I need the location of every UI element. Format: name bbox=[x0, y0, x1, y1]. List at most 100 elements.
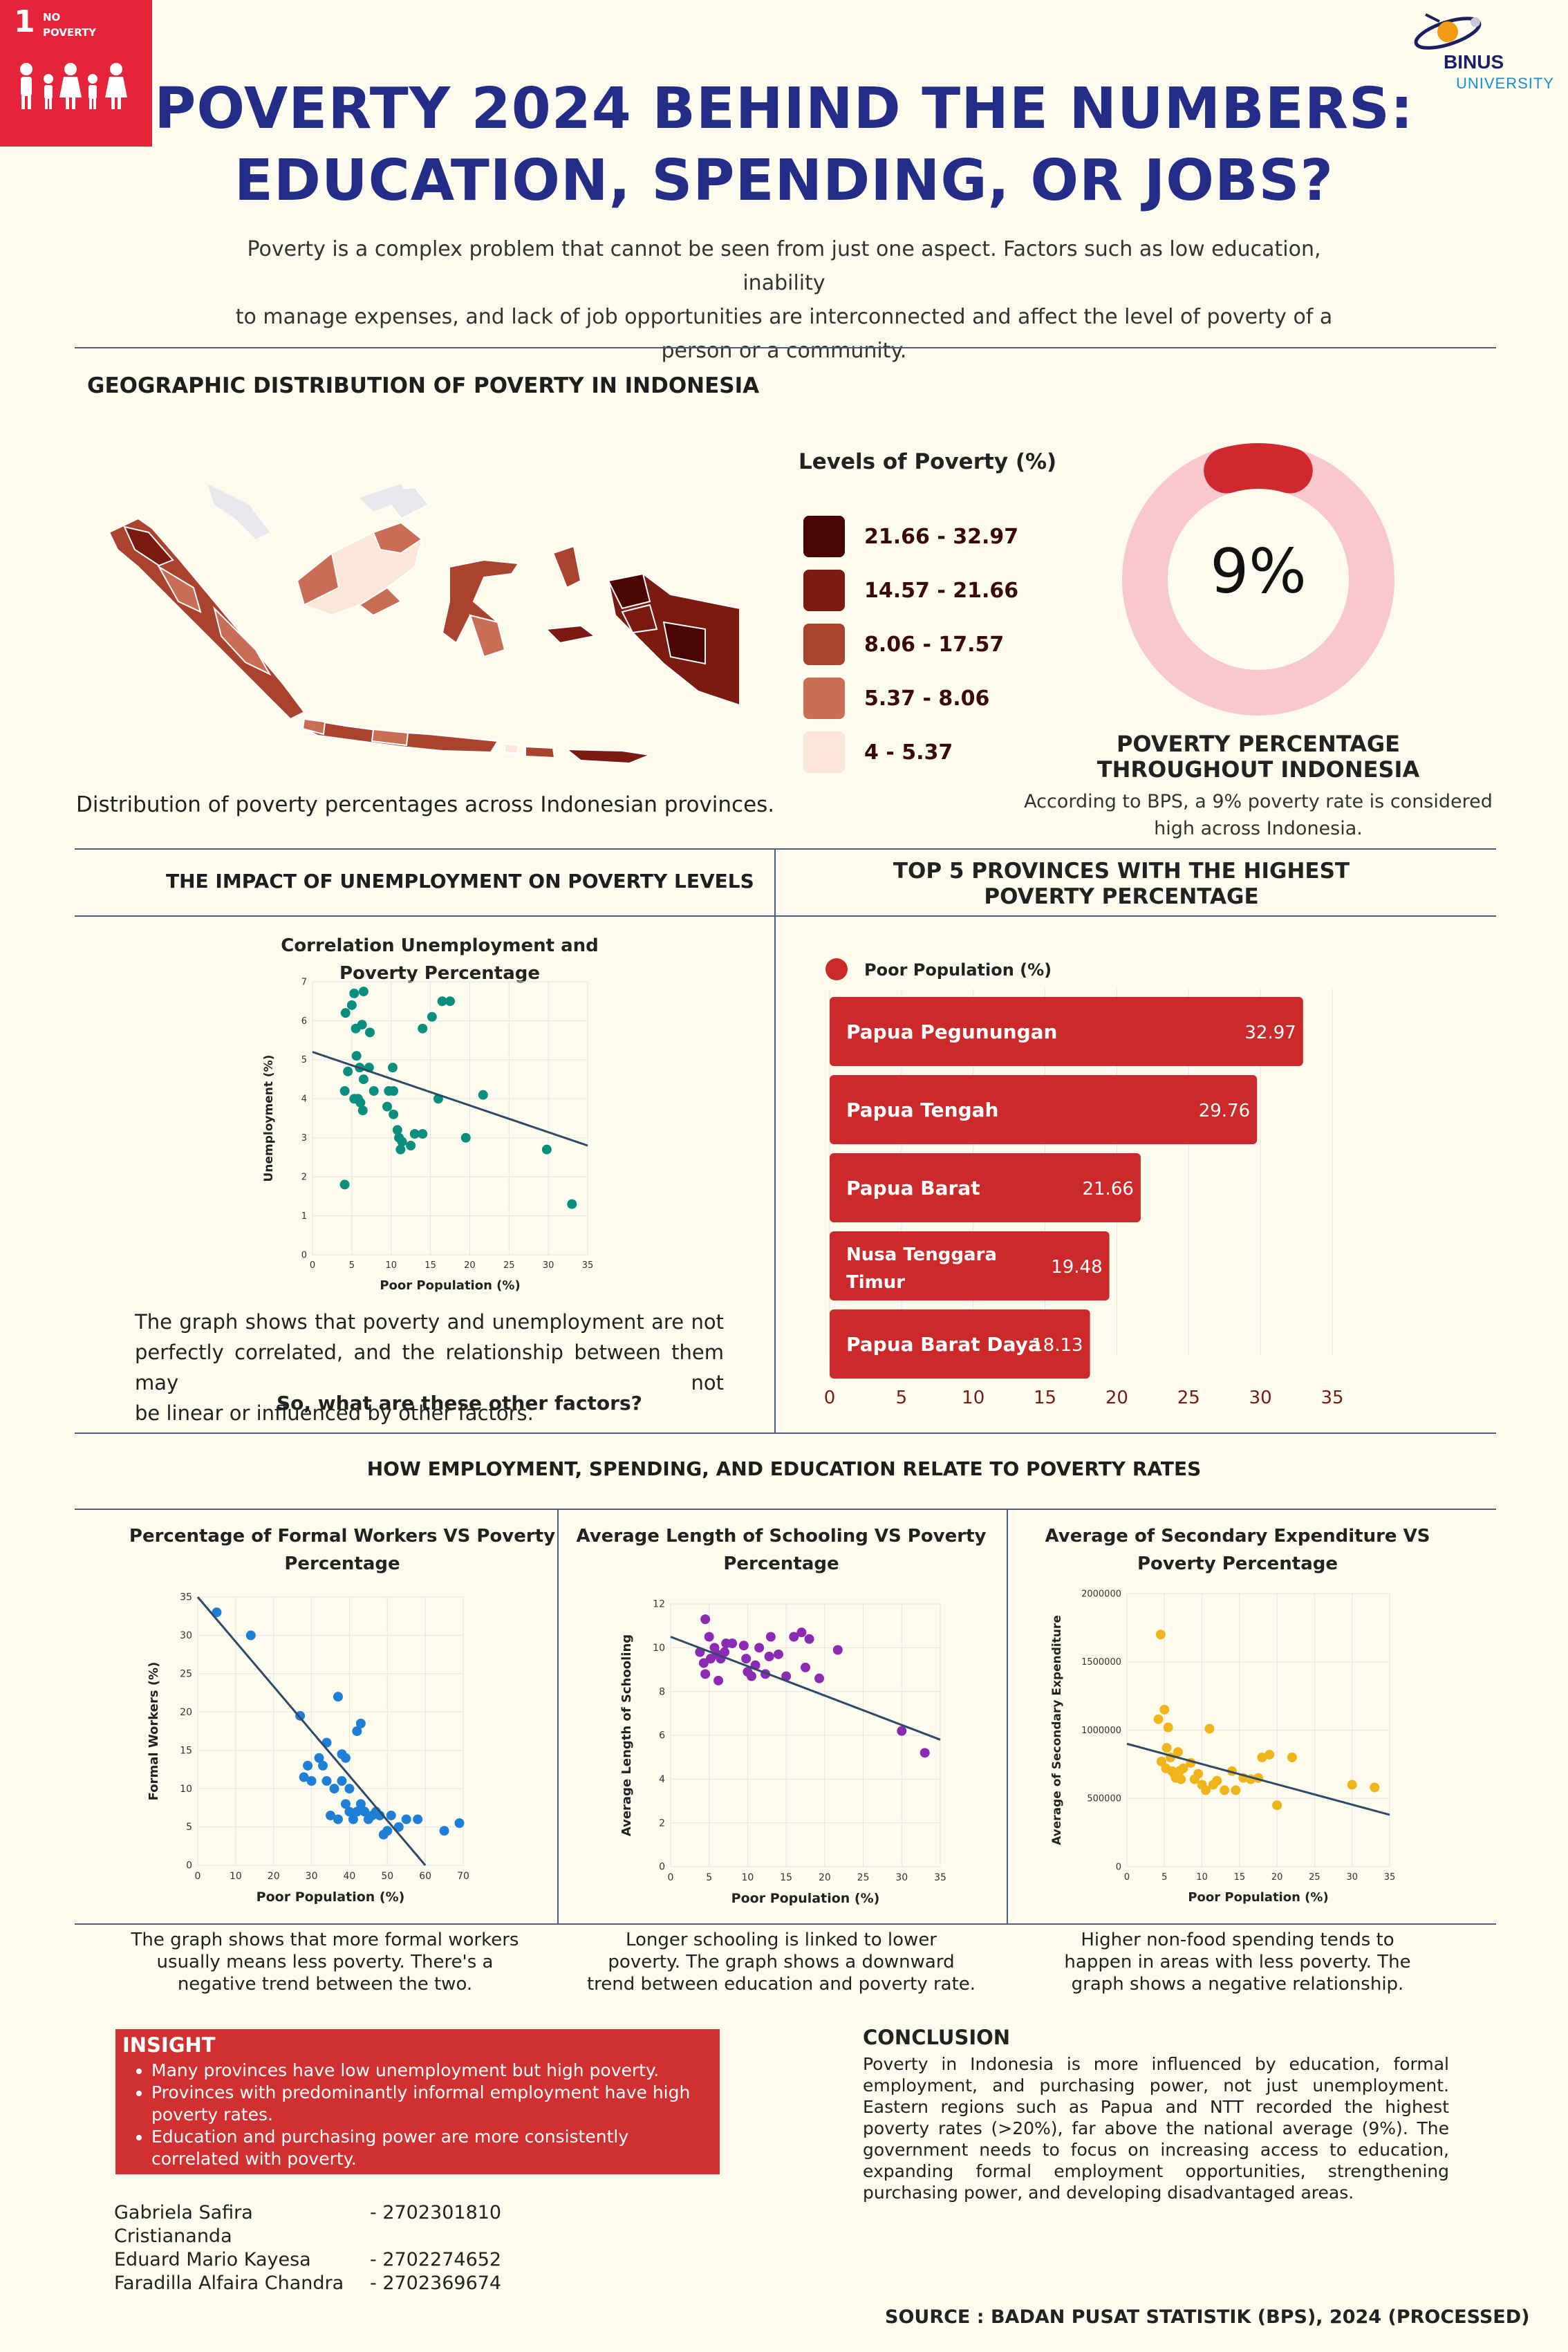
data-point bbox=[789, 1632, 799, 1642]
bar-value-label: 29.76 bbox=[1199, 1101, 1250, 1121]
unemployment-scatter-chart: 0 5 10 15 20 25 30 35 0 1 2 3 4 5 6 7 Poor Population (%… bbox=[262, 977, 593, 1293]
data-point bbox=[352, 1726, 362, 1736]
chart-title-line: Percentage bbox=[284, 1553, 400, 1574]
chart-title-line: Percentage of Formal Workers VS Poverty bbox=[129, 1526, 556, 1547]
chart-title-line: Percentage bbox=[723, 1553, 839, 1574]
y-tick-label: 12 bbox=[653, 1599, 665, 1610]
data-point bbox=[1173, 1747, 1183, 1757]
trend-line bbox=[1126, 1742, 1390, 1816]
bar-category-label: Timur bbox=[846, 1272, 905, 1293]
x-tick-label: 5 bbox=[349, 1260, 355, 1271]
y-tick-label: 500000 bbox=[1087, 1794, 1121, 1804]
data-point bbox=[814, 1673, 825, 1683]
x-tick-label: 60 bbox=[419, 1871, 431, 1882]
data-point bbox=[339, 1179, 350, 1190]
logo-sub: UNIVERSITY bbox=[1456, 75, 1555, 92]
legend-swatch bbox=[803, 570, 845, 611]
data-point bbox=[704, 1632, 714, 1642]
data-point bbox=[1204, 1724, 1215, 1734]
divider bbox=[75, 1432, 1496, 1434]
spending-scatter-chart: 0 5 10 15 20 25 30 35 0 500000 1000000 1500000 20000… bbox=[1050, 1589, 1395, 1905]
data-point bbox=[348, 1814, 358, 1824]
data-point bbox=[460, 1132, 471, 1143]
x-tick-label: 10 bbox=[1196, 1872, 1208, 1883]
donut-value-arc bbox=[1204, 443, 1313, 494]
data-point bbox=[700, 1669, 711, 1679]
top5-heading: TOP 5 PROVINCES WITH THE HIGHEST POVERTY… bbox=[845, 859, 1398, 910]
data-point bbox=[318, 1760, 328, 1771]
y-tick-label: 0 bbox=[659, 1862, 665, 1873]
donut-note-line: According to BPS, a 9% poverty rate is c… bbox=[1024, 791, 1493, 812]
data-point bbox=[1287, 1753, 1297, 1762]
x-tick-label: 35 bbox=[1320, 1388, 1343, 1408]
data-point bbox=[741, 1654, 752, 1664]
data-point bbox=[1272, 1800, 1282, 1811]
donut-note: According to BPS, a 9% poverty rate is c… bbox=[1016, 788, 1500, 842]
data-point bbox=[897, 1726, 907, 1736]
data-point bbox=[804, 1634, 814, 1644]
y-tick-label: 15 bbox=[180, 1745, 192, 1756]
sdg-number: 1 bbox=[14, 4, 35, 39]
x-tick-label: 20 bbox=[268, 1871, 280, 1882]
data-point bbox=[781, 1671, 792, 1681]
data-point bbox=[245, 1630, 256, 1641]
x-tick-label: 70 bbox=[457, 1871, 469, 1882]
data-point bbox=[395, 1144, 406, 1155]
data-point bbox=[1370, 1782, 1380, 1793]
author-row: Eduard Mario Kayesa - 2702274652 bbox=[114, 2248, 501, 2272]
x-tick-label: 30 bbox=[1249, 1388, 1272, 1408]
divider bbox=[557, 1509, 559, 1923]
x-axis-label: Poor Population (%) bbox=[731, 1891, 880, 1906]
chart-title-line: Poverty Percentage bbox=[1137, 1553, 1338, 1574]
y-tick-label: 25 bbox=[180, 1669, 192, 1680]
data-point bbox=[567, 1199, 577, 1209]
x-tick-label: 40 bbox=[344, 1871, 356, 1882]
y-tick-label: 35 bbox=[180, 1592, 192, 1603]
x-tick-label: 10 bbox=[962, 1388, 984, 1408]
data-point bbox=[355, 1097, 366, 1108]
data-point bbox=[387, 1063, 398, 1073]
y-tick-label: 6 bbox=[659, 1730, 665, 1742]
data-point bbox=[397, 1137, 407, 1147]
data-point bbox=[351, 1051, 362, 1061]
schooling-chart-title: Average Length of Schooling VS Poverty P… bbox=[567, 1522, 996, 1578]
legend-item: 21.66 - 32.97 bbox=[803, 510, 1080, 563]
formal-description: The graph shows that more formal workers… bbox=[90, 1929, 560, 1995]
desc-line: happen in areas with less poverty. The bbox=[1064, 1952, 1411, 1972]
legend-label: 8.06 - 17.57 bbox=[864, 632, 1005, 657]
data-point bbox=[801, 1662, 810, 1672]
y-tick-label: 8 bbox=[659, 1686, 665, 1697]
data-point bbox=[1156, 1756, 1166, 1766]
data-point bbox=[1161, 1743, 1172, 1753]
author-id: - 2702369674 bbox=[370, 2272, 502, 2294]
data-point bbox=[326, 1810, 335, 1820]
divider bbox=[774, 848, 776, 1432]
y-tick-label: 20 bbox=[180, 1707, 192, 1718]
bar bbox=[830, 1231, 1110, 1300]
x-tick-label: 25 bbox=[503, 1260, 515, 1271]
data-point bbox=[1176, 1774, 1186, 1784]
x-tick-label: 0 bbox=[668, 1872, 674, 1883]
data-point bbox=[1231, 1785, 1241, 1795]
data-point bbox=[355, 1718, 366, 1728]
bar bbox=[830, 1075, 1258, 1144]
data-point bbox=[314, 1753, 324, 1763]
x-tick-label: 5 bbox=[1161, 1872, 1167, 1883]
data-point bbox=[720, 1647, 729, 1657]
bar-category-label: Papua Pegunungan bbox=[846, 1020, 1057, 1043]
data-point bbox=[340, 1753, 351, 1763]
x-tick-label: 30 bbox=[1346, 1872, 1358, 1883]
conclusion-text: Poverty in Indonesia is more influenced … bbox=[863, 2054, 1449, 2203]
y-axis-label: Average of Secondary Expenditure bbox=[1050, 1615, 1064, 1845]
divider bbox=[75, 347, 1496, 348]
data-point bbox=[738, 1641, 749, 1651]
bar-value-label: 21.66 bbox=[1082, 1179, 1133, 1200]
data-point bbox=[439, 1826, 449, 1836]
text-line: be linear or influenced by other factors… bbox=[135, 1401, 534, 1425]
y-tick-label: 2 bbox=[659, 1818, 665, 1829]
x-tick-label: 50 bbox=[381, 1871, 393, 1882]
legend-item: 14.57 - 21.66 bbox=[803, 563, 1080, 617]
data-point bbox=[796, 1627, 807, 1638]
y-tick-label: 1000000 bbox=[1081, 1726, 1121, 1736]
poverty-donut bbox=[1122, 443, 1394, 716]
